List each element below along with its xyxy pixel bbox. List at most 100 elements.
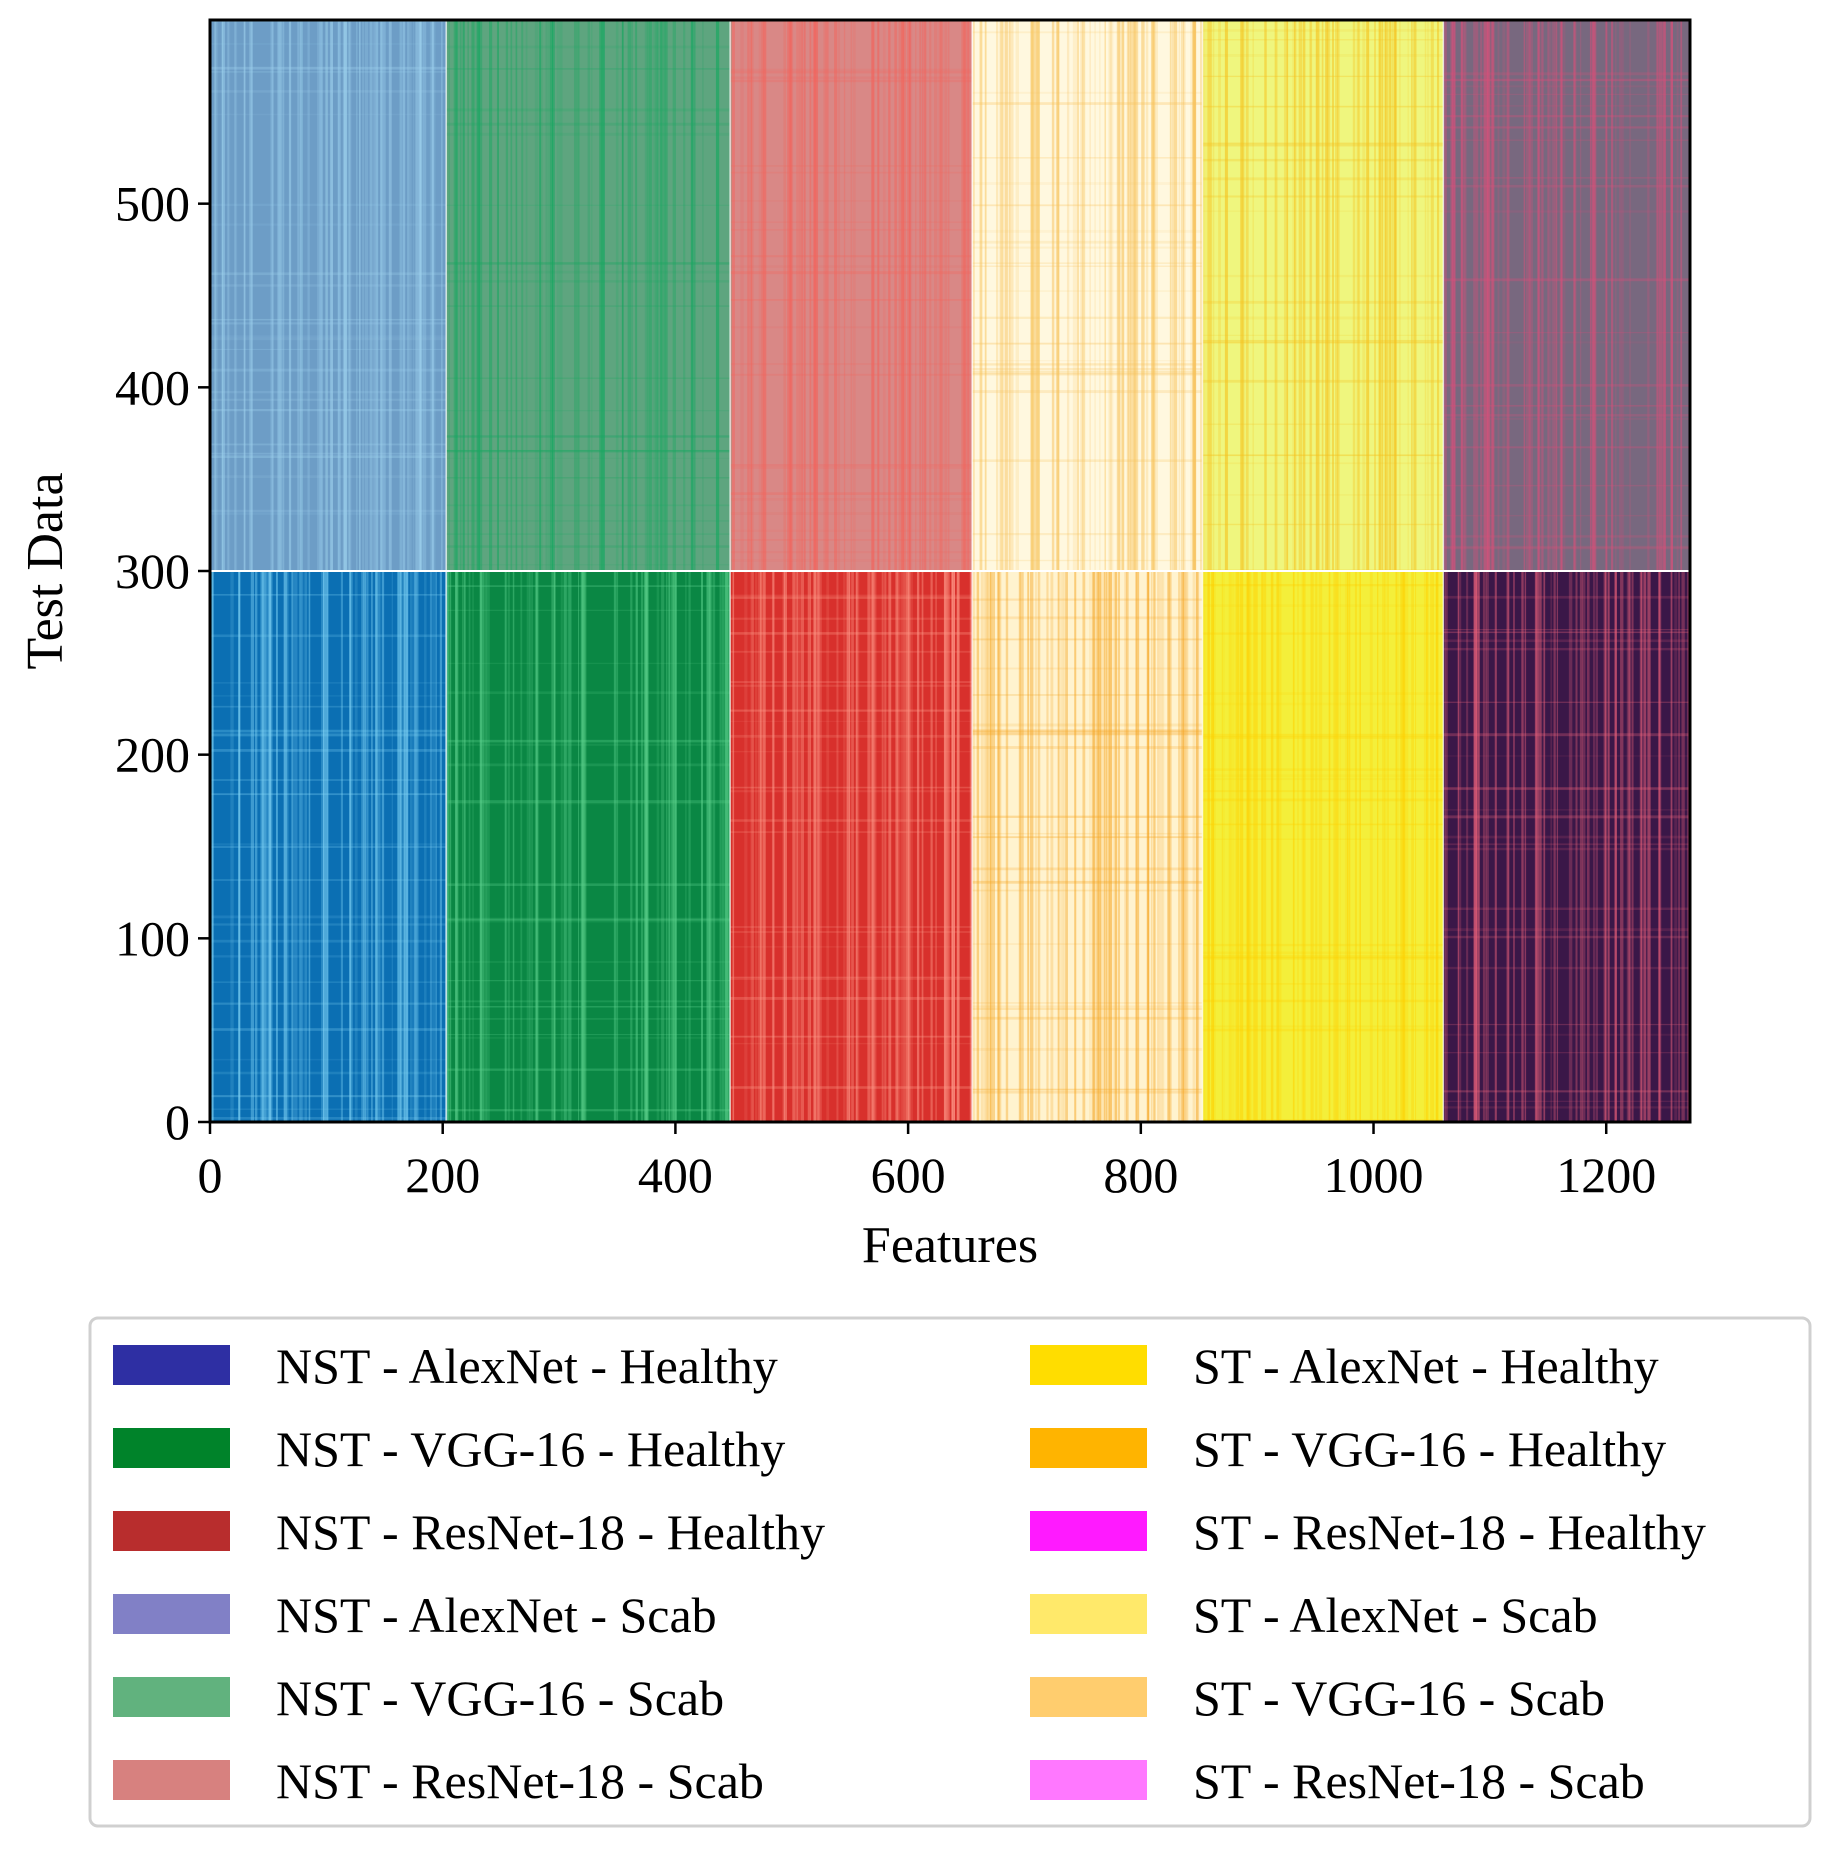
heatmap-streak	[1294, 20, 1297, 571]
heatmap-streak	[1020, 571, 1024, 1122]
heatmap-streak	[790, 20, 792, 571]
heatmap-streak	[446, 377, 731, 379]
heatmap-streak	[210, 733, 447, 737]
legend-item: ST - VGG-16 - Healthy	[1030, 1421, 1666, 1477]
heatmap-streak	[730, 596, 973, 599]
heatmap-streak	[1681, 571, 1685, 1122]
heatmap-streak	[851, 571, 854, 1122]
heatmap-streak	[1486, 571, 1489, 1122]
heatmap-streak	[751, 20, 754, 571]
heatmap-streak	[1385, 20, 1387, 571]
heatmap-streak	[294, 571, 298, 1122]
heatmap-streak	[560, 571, 563, 1122]
heatmap-streak	[446, 763, 731, 767]
heatmap-streak	[1332, 20, 1335, 571]
heatmap-streak	[1553, 20, 1556, 571]
heatmap-streak	[415, 20, 417, 571]
heatmap-streak	[1276, 571, 1280, 1122]
heatmap-streak	[972, 571, 976, 1122]
heatmap-streak	[1592, 20, 1595, 571]
heatmap-streak	[210, 923, 447, 926]
heatmap-streak	[210, 455, 447, 459]
heatmap-streak	[1358, 571, 1361, 1122]
heatmap-streak	[963, 20, 967, 571]
heatmap-streak	[1224, 20, 1227, 571]
heatmap-streak	[989, 571, 993, 1122]
heatmap-streak	[1236, 571, 1240, 1122]
heatmap-streak	[732, 571, 734, 1122]
heatmap-streak	[227, 20, 231, 571]
heatmap-streak	[730, 228, 973, 231]
heatmap-streak	[934, 20, 938, 571]
heatmap-streak	[1595, 571, 1598, 1122]
heatmap-streak	[216, 20, 219, 571]
heatmap-block	[1202, 571, 1444, 1122]
heatmap-streak	[1207, 571, 1211, 1122]
legend-item: NST - ResNet-18 - Healthy	[113, 1504, 825, 1560]
heatmap-streak	[732, 571, 735, 1122]
y-tick-label: 200	[115, 727, 190, 783]
heatmap-streak	[1443, 631, 1690, 634]
heatmap-streak	[1605, 20, 1608, 571]
heatmap-streak	[671, 571, 675, 1122]
heatmap-streak	[730, 594, 973, 597]
heatmap-streak	[210, 1108, 447, 1110]
heatmap-streak	[972, 290, 1203, 292]
heatmap-streak	[1537, 20, 1541, 571]
heatmap-streak	[1506, 571, 1510, 1122]
heatmap-streak	[972, 836, 1203, 839]
heatmap-streak	[567, 571, 569, 1122]
heatmap-streak	[661, 20, 663, 571]
heatmap-streak	[1592, 571, 1596, 1122]
heatmap-streak	[972, 943, 1203, 945]
heatmap-streak	[1443, 935, 1690, 939]
heatmap-streak	[1092, 571, 1096, 1122]
heatmap-streak	[755, 571, 758, 1122]
heatmap-streak	[972, 867, 1203, 871]
heatmap-streak	[701, 571, 703, 1122]
heatmap-streak	[1385, 20, 1389, 571]
heatmap-streak	[964, 20, 967, 571]
heatmap-streak	[1359, 571, 1361, 1122]
heatmap-streak	[455, 20, 459, 571]
heatmap-streak	[468, 571, 471, 1122]
heatmap-streak	[325, 20, 329, 571]
heatmap-streak	[1443, 535, 1690, 538]
heatmap-streak	[210, 915, 447, 919]
heatmap-streak	[1555, 20, 1558, 571]
heatmap-streak	[288, 20, 292, 571]
heatmap-streak	[1108, 571, 1111, 1122]
heatmap-streak	[1082, 20, 1086, 571]
heatmap-streak	[1072, 20, 1077, 571]
heatmap-streak	[758, 20, 762, 571]
heatmap-streak	[870, 571, 874, 1122]
heatmap-streak	[1280, 571, 1282, 1122]
heatmap-streak	[972, 1047, 1203, 1051]
heatmap-streak	[906, 571, 909, 1122]
heatmap-streak	[210, 322, 447, 325]
heatmap-streak	[281, 20, 285, 571]
heatmap-streak	[809, 20, 812, 571]
heatmap-streak	[279, 20, 282, 571]
heatmap-streak	[972, 182, 1203, 185]
heatmap-streak	[747, 20, 750, 571]
heatmap-streak	[1443, 72, 1690, 76]
heatmap-streak	[646, 571, 649, 1122]
heatmap-streak	[1670, 20, 1673, 571]
heatmap-streak	[972, 832, 1203, 835]
heatmap-streak	[1424, 20, 1427, 571]
heatmap-streak	[1206, 571, 1210, 1122]
heatmap-streak	[1628, 571, 1631, 1122]
heatmap-streak	[1089, 20, 1091, 571]
legend-swatch	[113, 1345, 230, 1385]
heatmap-streak	[1202, 423, 1444, 426]
heatmap-streak	[1443, 414, 1690, 417]
heatmap-streak	[935, 571, 937, 1122]
heatmap-streak	[1443, 115, 1690, 118]
heatmap-streak	[1202, 692, 1444, 696]
heatmap-streak	[1523, 571, 1525, 1122]
heatmap-streak	[234, 20, 236, 571]
heatmap-streak	[1529, 20, 1533, 571]
heatmap-streak	[1575, 571, 1578, 1122]
heatmap-streak	[1315, 20, 1318, 571]
